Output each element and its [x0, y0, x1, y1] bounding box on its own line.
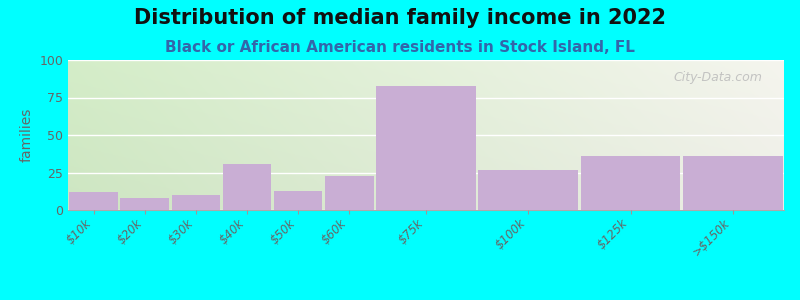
- Y-axis label: families: families: [20, 108, 34, 162]
- Bar: [683, 156, 782, 210]
- Bar: [70, 192, 118, 210]
- Bar: [121, 198, 169, 210]
- Bar: [222, 164, 271, 210]
- Bar: [581, 156, 681, 210]
- Text: City-Data.com: City-Data.com: [674, 70, 762, 83]
- Bar: [325, 176, 374, 210]
- Bar: [274, 190, 322, 210]
- Text: Distribution of median family income in 2022: Distribution of median family income in …: [134, 8, 666, 28]
- Bar: [376, 85, 476, 210]
- Bar: [478, 169, 578, 210]
- Bar: [171, 195, 220, 210]
- Text: Black or African American residents in Stock Island, FL: Black or African American residents in S…: [165, 40, 635, 56]
